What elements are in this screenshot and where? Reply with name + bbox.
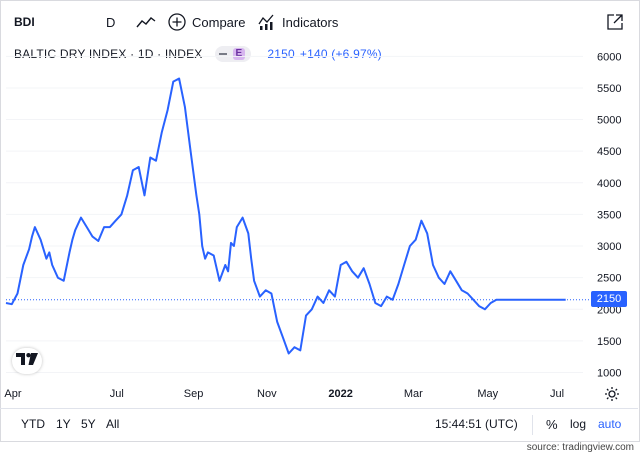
last-value: 2150 [267,47,295,61]
y-tick-label: 2500 [597,273,621,285]
divider [532,415,533,435]
range-ytd-button[interactable]: YTD [21,417,45,431]
compare-label: Compare [192,14,246,30]
percent-scale-toggle[interactable]: % [546,417,558,432]
interval-button[interactable]: D [106,14,116,30]
x-tick-label: 2022 [328,388,352,400]
y-tick-label: 3000 [597,241,621,253]
price-chart[interactable]: 1000 1500 2000 2500 3000 3500 4000 4500 5000 5500… [0,40,640,405]
y-tick-label: 5000 [597,115,621,127]
indicators-icon [258,13,276,31]
chart-settings-button[interactable] [604,386,620,407]
y-tick-label: 1000 [597,368,621,380]
series-legend: BALTIC DRY INDEX · 1D · INDEX E 2150 +14… [14,46,382,62]
auto-scale-toggle[interactable]: auto [598,417,622,431]
chart-toolbar: BDI D Compare Indicators [0,0,638,42]
last-price-badge: 2150 [591,291,627,307]
dash-icon [218,53,227,55]
tradingview-logo-icon [16,352,38,370]
x-tick-label: Jul [550,388,564,400]
chart-type-button[interactable] [136,12,156,32]
bottom-toolbar: YTD 1Y 5Y All 15:44:51 (UTC) % log auto [0,408,638,440]
y-tick-label: 6000 [597,51,621,63]
expand-icon [606,13,624,31]
indicators-button[interactable]: Indicators [258,12,338,32]
range-5y-button[interactable]: 5Y [81,417,96,431]
range-1y-button[interactable]: 1Y [56,417,71,431]
chart-frame [0,0,640,442]
indicators-label: Indicators [282,14,339,30]
tradingview-logo[interactable] [12,348,42,374]
utc-clock[interactable]: 15:44:51 (UTC) [435,417,518,431]
log-scale-toggle[interactable]: log [570,417,587,431]
y-tick-label: 4000 [597,178,621,190]
compare-button[interactable]: Compare [168,12,245,32]
series-title[interactable]: BALTIC DRY INDEX · 1D · INDEX [14,47,203,61]
visibility-toggle[interactable]: E [214,46,252,62]
price-change: +140 (+6.97%) [299,47,382,61]
events-badge[interactable]: E [232,48,246,60]
symbol-button[interactable]: BDI [14,15,35,29]
y-tick-label: 5500 [597,83,621,95]
x-tick-label: May [477,388,498,400]
x-tick-label: Nov [257,388,277,400]
y-tick-label: 1500 [597,336,621,348]
y-tick-label: 4500 [597,146,621,158]
price-line [5,77,566,355]
y-tick-label: 3500 [597,209,621,221]
expand-button[interactable] [606,12,624,32]
x-tick-label: Sep [184,388,204,400]
gear-icon [604,387,620,406]
x-tick-label: Apr [4,388,21,400]
line-chart-icon [136,15,156,29]
x-tick-label: Mar [404,388,423,400]
plus-circle-icon [168,13,186,31]
source-credit: source: tradingview.com [526,442,634,453]
y-tick-label: 2000 [597,304,621,316]
range-all-button[interactable]: All [106,417,120,431]
x-tick-label: Jul [110,388,124,400]
